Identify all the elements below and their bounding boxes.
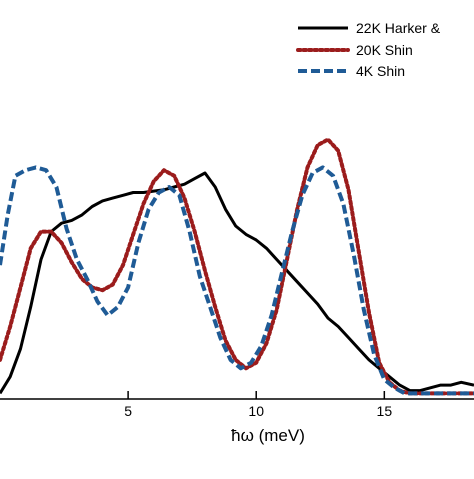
x-tick-label: 15	[377, 403, 393, 419]
series-line-1	[0, 171, 474, 395]
series-line-3	[0, 165, 474, 396]
legend-label-2: 20K Shin	[356, 42, 413, 58]
series-lines	[0, 137, 474, 396]
legend-label-1: 22K Harker &	[356, 20, 441, 36]
x-tick-label: 10	[248, 403, 264, 419]
x-axis-label: ħω (meV)	[231, 426, 305, 445]
axes: 5 10 15	[0, 391, 474, 419]
series-line-2	[0, 137, 474, 396]
legend: 22K Harker & 20K Shin 4K Shin	[296, 20, 441, 79]
legend-label-3: 4K Shin	[356, 63, 405, 79]
x-tick-label: 5	[124, 403, 132, 419]
